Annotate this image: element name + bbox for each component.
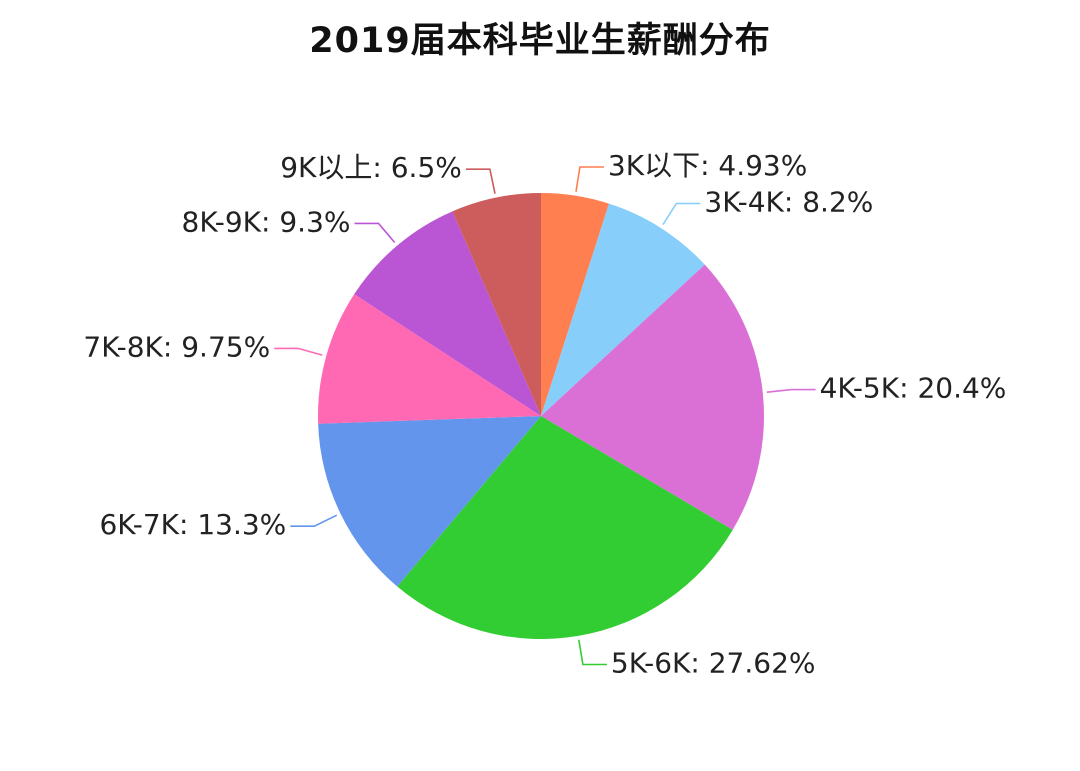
leader-line-3k-4k	[662, 202, 701, 226]
leader-line-6k-7k	[290, 514, 338, 528]
data-label-5k-6k: 5K-6K: 27.62%	[611, 647, 816, 680]
pie-slices	[317, 192, 764, 640]
pie-slice-7k-8k[interactable]	[317, 294, 541, 424]
leader-line-3k-below	[575, 166, 604, 192]
data-labels: 3K以下: 4.93% 3K-4K: 8.2% 4K-5K: 20.4% 5K-6K:…	[83, 149, 1006, 680]
pie-slice-3k-below[interactable]	[541, 192, 609, 416]
data-label-4k-5k: 4K-5K: 20.4%	[820, 372, 1007, 405]
leader-line-7k-8k	[274, 347, 323, 356]
data-label-6k-7k: 6K-7K: 13.3%	[99, 508, 286, 541]
chart-title: 2019届本科毕业生薪酬分布	[309, 21, 771, 61]
pie-slice-4k-5k[interactable]	[541, 264, 764, 530]
pie-slice-5k-6k[interactable]	[397, 416, 733, 640]
pie-slice-6k-7k[interactable]	[318, 416, 541, 587]
data-label-9k-above: 9K以上: 6.5%	[280, 151, 462, 184]
data-label-8k-9k: 8K-9K: 9.3%	[182, 205, 351, 238]
leader-line-5k-6k	[578, 639, 607, 666]
data-label-3k-4k: 3K-4K: 8.2%	[704, 186, 873, 219]
leader-line-8k-9k	[354, 222, 396, 244]
pie-slice-8k-9k[interactable]	[354, 211, 541, 416]
pie-slice-3k-4k[interactable]	[541, 203, 705, 416]
pie-slice-9k-above[interactable]	[452, 193, 541, 416]
data-label-3k-below: 3K以下: 4.93%	[608, 149, 807, 182]
leader-lines	[274, 166, 816, 666]
leader-line-4k-5k	[766, 388, 816, 393]
leader-line-9k-above	[465, 168, 496, 194]
data-label-7k-8k: 7K-8K: 9.75%	[83, 330, 270, 363]
